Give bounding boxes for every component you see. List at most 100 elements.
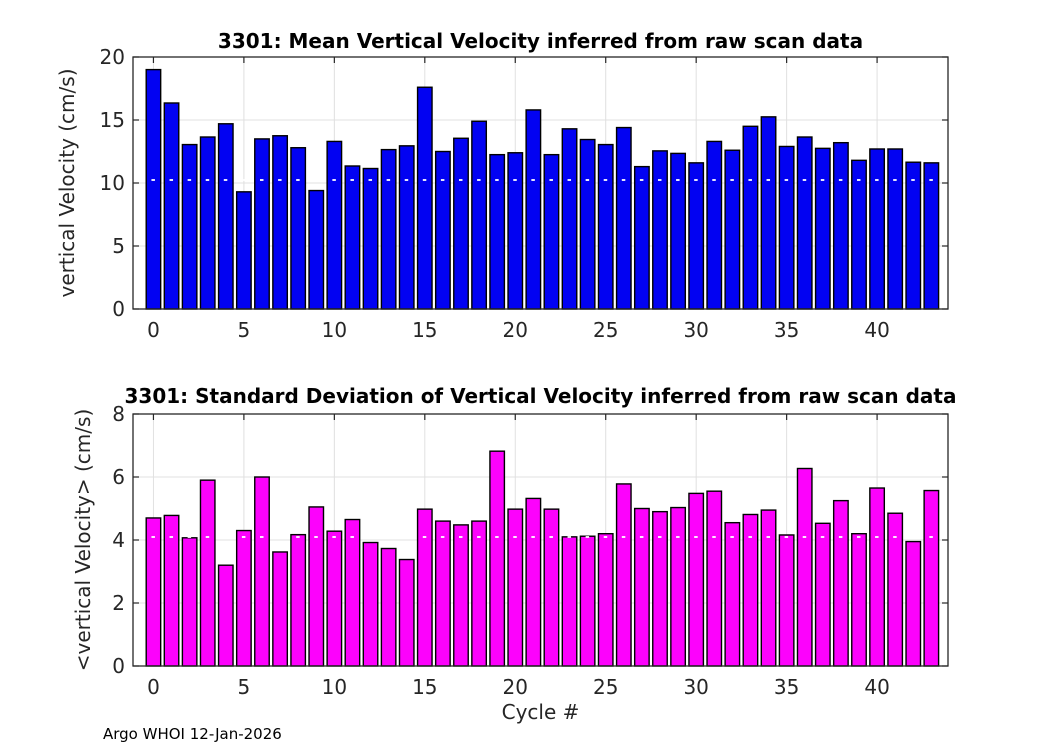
bar-cycle-17 bbox=[453, 137, 469, 310]
bar-cycle-8 bbox=[290, 147, 307, 310]
x-tick-label: 5 bbox=[238, 318, 251, 342]
bar-cycle-26 bbox=[615, 126, 632, 310]
bar-cycle-13 bbox=[380, 148, 397, 310]
bar-cycle-17 bbox=[453, 524, 469, 667]
bar-cycle-43 bbox=[923, 489, 940, 667]
bar-cycle-22 bbox=[543, 153, 560, 310]
bar-cycle-30 bbox=[688, 162, 705, 310]
chart-std-vertical-velocity: 0 2 4 6 8 0 5 10 15 20 25 30 35 40 bbox=[112, 402, 949, 699]
bar-cycle-38 bbox=[832, 499, 849, 667]
x-tick-label: 40 bbox=[864, 675, 889, 699]
x-tick-label: 25 bbox=[593, 675, 618, 699]
bar-cycle-19 bbox=[489, 450, 506, 667]
bar-cycle-43 bbox=[923, 162, 940, 310]
bar-cycle-0 bbox=[145, 517, 162, 667]
bar-cycle-11 bbox=[344, 165, 361, 310]
bar-cycle-18 bbox=[471, 120, 488, 310]
bar-cycle-16 bbox=[434, 150, 451, 310]
bar-cycle-40 bbox=[869, 148, 886, 310]
bar-cycle-4 bbox=[217, 123, 234, 310]
bar-cycle-16 bbox=[434, 520, 451, 667]
plot-frame bbox=[132, 56, 949, 310]
x-tick-label: 15 bbox=[412, 675, 437, 699]
bar-cycle-28 bbox=[652, 150, 668, 310]
bar-cycle-6 bbox=[254, 476, 270, 667]
y-tick-label: 8 bbox=[112, 402, 125, 426]
x-tick-label: 10 bbox=[322, 675, 347, 699]
chart-mean-vertical-velocity: 0 5 10 15 20 0 5 10 15 20 25 30 35 40 bbox=[100, 45, 949, 342]
bar-cycle-38 bbox=[832, 141, 849, 310]
bar-cycle-35 bbox=[778, 145, 795, 310]
bar-cycle-6 bbox=[254, 138, 270, 310]
bar-cycle-37 bbox=[814, 522, 831, 667]
bar-cycle-10 bbox=[326, 530, 343, 667]
bar-cycle-29 bbox=[670, 152, 687, 310]
bar-cycle-33 bbox=[742, 125, 759, 310]
bar-cycle-10 bbox=[326, 140, 343, 310]
bar-cycle-25 bbox=[597, 143, 614, 310]
x-tick-label: 15 bbox=[412, 318, 437, 342]
bar-cycle-22 bbox=[543, 508, 560, 667]
y-tick-label: 4 bbox=[112, 528, 125, 552]
bar-cycle-2 bbox=[181, 537, 198, 667]
bar-cycle-9 bbox=[308, 189, 325, 310]
footer-annotation: Argo WHOI 12-Jan-2026 bbox=[103, 725, 282, 743]
bar-cycle-36 bbox=[796, 136, 813, 310]
bar-cycle-5 bbox=[235, 191, 252, 310]
bar-cycle-20 bbox=[507, 508, 524, 667]
bar-cycle-30 bbox=[688, 492, 705, 667]
bar-cycle-32 bbox=[724, 149, 741, 310]
x-tick-label: 0 bbox=[147, 675, 160, 699]
chart-mean-title: 3301: Mean Vertical Velocity inferred fr… bbox=[218, 29, 863, 53]
y-tick-label: 5 bbox=[112, 234, 125, 258]
bar-cycle-29 bbox=[670, 506, 687, 667]
bar-cycle-3 bbox=[199, 136, 216, 310]
x-tick-label: 20 bbox=[503, 675, 528, 699]
bar-cycle-27 bbox=[633, 507, 650, 667]
y-tick-label: 20 bbox=[100, 45, 125, 69]
bar-cycle-14 bbox=[398, 558, 415, 667]
bar-cycle-34 bbox=[760, 509, 777, 667]
bar-cycle-42 bbox=[905, 161, 922, 310]
bar-cycle-21 bbox=[525, 109, 542, 310]
x-tick-label: 40 bbox=[864, 318, 889, 342]
bar-cycle-8 bbox=[290, 533, 307, 667]
bar-cycle-4 bbox=[217, 564, 234, 667]
bar-cycle-14 bbox=[398, 145, 415, 310]
x-tick-label: 0 bbox=[147, 318, 160, 342]
chart-mean-ylabel: vertical Velocity (cm/s) bbox=[55, 69, 79, 298]
x-axis-label: Cycle # bbox=[502, 700, 580, 724]
bar-cycle-3 bbox=[199, 479, 216, 667]
bar-cycle-12 bbox=[362, 541, 379, 667]
bar-cycle-23 bbox=[561, 128, 578, 310]
bar-cycle-20 bbox=[507, 152, 524, 310]
y-tick-label: 15 bbox=[100, 108, 125, 132]
bar-cycle-39 bbox=[851, 533, 867, 667]
bar-cycle-36 bbox=[796, 467, 813, 667]
x-tick-label: 30 bbox=[683, 318, 708, 342]
bar-cycle-23 bbox=[561, 536, 578, 667]
x-tick-label: 25 bbox=[593, 318, 618, 342]
bar-cycle-9 bbox=[308, 506, 325, 667]
x-tick-label: 35 bbox=[774, 318, 799, 342]
bar-cycle-1 bbox=[163, 514, 180, 667]
y-tick-label: 0 bbox=[112, 297, 125, 321]
bar-cycle-41 bbox=[887, 148, 904, 310]
bar-cycle-26 bbox=[615, 483, 632, 667]
bar-cycle-39 bbox=[851, 159, 867, 310]
bar-cycle-27 bbox=[633, 165, 650, 310]
bar-cycle-25 bbox=[597, 533, 614, 667]
y-tick-label: 0 bbox=[112, 654, 125, 678]
x-tick-label: 5 bbox=[238, 675, 251, 699]
bar-cycle-18 bbox=[471, 520, 488, 667]
bar-cycle-32 bbox=[724, 521, 741, 667]
chart-std-ylabel: <vertical Velocity> (cm/s) bbox=[71, 409, 95, 672]
bar-cycle-28 bbox=[652, 510, 668, 667]
bar-cycle-19 bbox=[489, 153, 506, 310]
bar-cycle-11 bbox=[344, 518, 361, 667]
bar-cycle-24 bbox=[579, 138, 596, 310]
x-tick-label: 20 bbox=[503, 318, 528, 342]
x-tick-label: 35 bbox=[774, 675, 799, 699]
